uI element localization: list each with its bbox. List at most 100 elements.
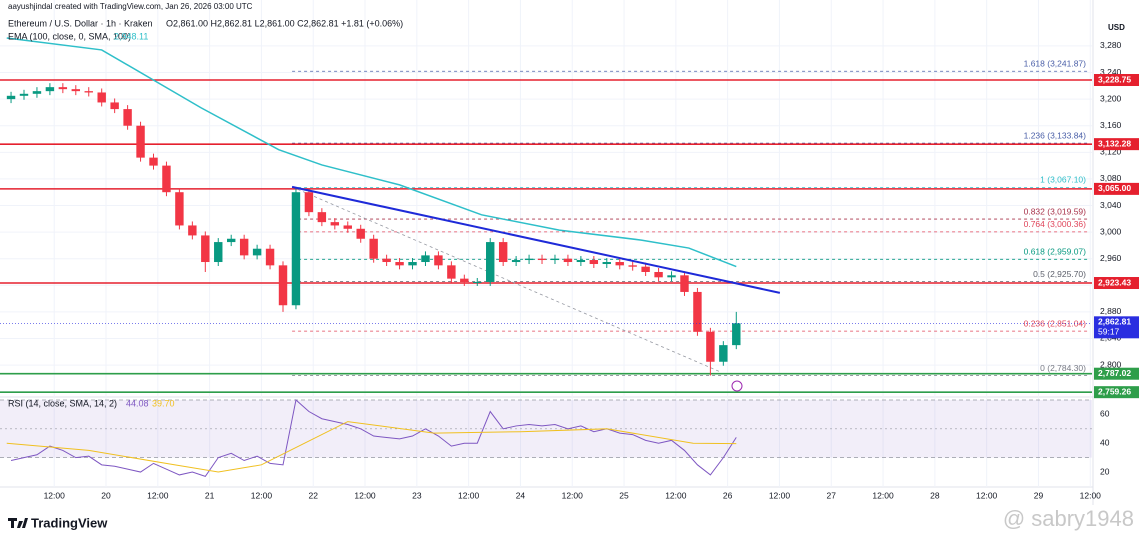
rsi-tick-label: 40 — [1100, 437, 1110, 447]
candle-body — [421, 255, 430, 263]
candle-body — [486, 242, 495, 282]
attribution: aayushjindal created with TradingView.co… — [8, 2, 253, 11]
candle-body — [317, 212, 327, 223]
ema-line — [6, 37, 737, 268]
price-tag-label: 2,759.26 — [1098, 386, 1131, 396]
price-tag — [1094, 386, 1139, 399]
candle-body — [58, 87, 68, 90]
x-tick-label: 12:00 — [147, 490, 169, 500]
y-tick-label: 3,280 — [1100, 40, 1122, 50]
x-tick-label: 12:00 — [665, 490, 687, 500]
x-tick-label: 12:00 — [976, 490, 998, 500]
candle-body — [524, 258, 534, 261]
y-tick-label: 3,040 — [1100, 200, 1122, 210]
rsi-tick-label: 20 — [1100, 466, 1110, 476]
candle-body — [304, 192, 314, 213]
fib-label: 0.5 (2,925.70) — [1033, 269, 1086, 279]
candle-body — [680, 275, 689, 292]
price-tag-label: 3,228.75 — [1098, 74, 1131, 84]
candle-body — [214, 242, 223, 263]
x-tick-label: 12:00 — [458, 490, 480, 500]
candle-body — [460, 278, 469, 282]
rsi-ma-line — [6, 421, 737, 473]
last-price-tag — [1094, 316, 1139, 339]
symbol: Ethereum / U.S. Dollar · 1h · Kraken — [8, 18, 153, 28]
price-tag-label: 3,132.28 — [1098, 138, 1131, 148]
candle-body — [265, 248, 275, 266]
x-tick-label: 21 — [205, 490, 215, 500]
candle-body — [32, 91, 42, 94]
candle-body — [628, 265, 637, 267]
candle-body — [473, 281, 482, 283]
candle-body — [162, 165, 171, 193]
price-tag-label: 2,787.02 — [1098, 368, 1131, 378]
candle-body — [498, 242, 508, 263]
candle-body — [408, 262, 417, 266]
x-tick-label: 25 — [619, 490, 629, 500]
y-tick-label: 2,960 — [1100, 253, 1122, 263]
x-tick-label: 12:00 — [251, 490, 273, 500]
price-tag-label: 3,065.00 — [1098, 183, 1131, 193]
candle-body — [343, 225, 352, 229]
candle-body — [693, 291, 702, 332]
candle-body — [511, 260, 521, 263]
fib-label: 1.236 (3,133.84) — [1024, 130, 1087, 140]
candle-body — [719, 345, 728, 362]
candle-body — [19, 93, 29, 96]
y-tick-label: 3,000 — [1100, 226, 1122, 236]
price-tag — [1094, 74, 1139, 87]
fib-label: 1.618 (3,241.87) — [1024, 59, 1087, 69]
fib-label: 0 (2,784.30) — [1040, 363, 1086, 373]
brand: TradingView — [31, 515, 108, 530]
candle-body — [239, 238, 249, 256]
x-tick-label: 12:00 — [44, 490, 66, 500]
y-tick-label: 3,120 — [1100, 147, 1122, 157]
fib-label: 0.764 (3,000.36) — [1024, 219, 1087, 229]
candle-body — [188, 225, 197, 236]
candle-body — [537, 258, 547, 261]
price-tag — [1094, 277, 1139, 290]
trendline — [291, 185, 781, 294]
y-tick-label: 3,240 — [1100, 67, 1122, 77]
x-tick-label: 20 — [101, 490, 111, 500]
fib-label: 0.832 (3,019.59) — [1024, 206, 1087, 216]
price-tag — [1094, 367, 1139, 380]
candle-body — [45, 87, 55, 92]
y-tick-label: 3,160 — [1100, 120, 1122, 130]
candle-body — [175, 192, 184, 226]
price-tag-label: 2,923.43 — [1098, 277, 1131, 287]
candle-body — [291, 192, 301, 306]
y-tick-label: 2,800 — [1100, 359, 1122, 369]
plot-area: 1.618 (3,241.87) 1.236 (3,133.84) 1 (3,067… — [0, 0, 1092, 487]
candle-body — [97, 92, 106, 103]
x-tick-label: 24 — [516, 490, 526, 500]
fib-label: 0.236 (2,851.04) — [1024, 318, 1087, 328]
candle-body — [550, 258, 560, 261]
candle-body — [706, 331, 715, 362]
logo-mark — [8, 518, 28, 528]
x-tick-label: 12:00 — [1080, 490, 1102, 500]
candle-body — [278, 265, 288, 306]
candle-body — [201, 235, 210, 263]
candle-body — [563, 258, 573, 263]
candle-body — [395, 262, 404, 266]
candle-body — [447, 265, 456, 279]
event-icon — [731, 380, 743, 392]
y-tick-label: 3,080 — [1100, 173, 1122, 183]
candle-body — [6, 95, 16, 100]
candle-body — [149, 157, 158, 166]
candle-body — [252, 248, 262, 256]
x-tick-label: 28 — [930, 490, 940, 500]
ema-value: 2,948.11 — [114, 31, 148, 41]
watermark: @ sabry1948 — [1003, 506, 1134, 531]
ema-label: EMA (100, close, 0, SMA, 100) — [8, 31, 131, 41]
candle-body — [654, 271, 663, 278]
x-tick-label: 23 — [412, 490, 422, 500]
last-price-label: 2,862.81 — [1098, 317, 1131, 327]
rsi-tick-label: 60 — [1100, 409, 1110, 419]
rsi-label: RSI (14, close, SMA, 14, 2) — [8, 398, 117, 408]
x-tick-label: 27 — [827, 490, 837, 500]
candle-body — [84, 91, 93, 93]
fib-label: 1 (3,067.10) — [1040, 175, 1086, 185]
